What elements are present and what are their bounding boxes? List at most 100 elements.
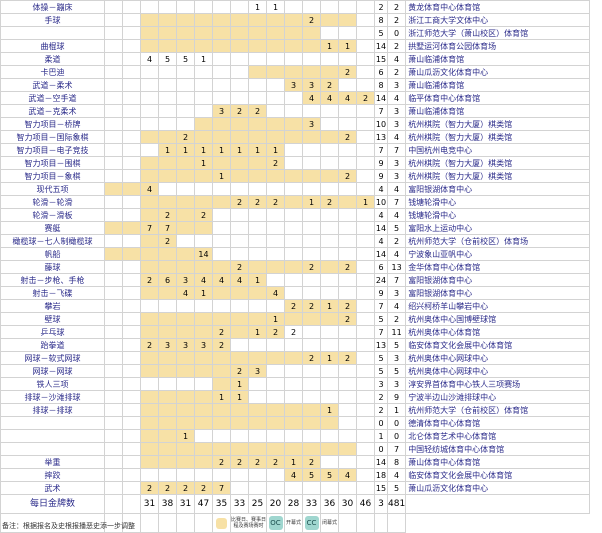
day-cell (158, 299, 177, 313)
table-row: 铁人三项 1 3 3 淳安界首体育中心铁人三项赛场 (0, 377, 591, 391)
day-cell (338, 117, 357, 131)
day-cell (104, 156, 123, 170)
day-cell (122, 143, 141, 157)
day-cell (248, 221, 267, 235)
day-cell: 3 (302, 78, 321, 92)
day-cell (230, 403, 249, 417)
day-cell (212, 0, 231, 14)
day-cell (302, 156, 321, 170)
day-cell: 2 (230, 364, 249, 378)
day-cell (194, 234, 213, 248)
day-cell (356, 286, 375, 300)
day-cell: 1 (230, 390, 249, 404)
day-cell: 2 (230, 104, 249, 118)
day-cell (338, 273, 357, 287)
event-count: 15 (374, 52, 388, 66)
summary-row: 每日金牌数 31 38 31 47 35 33 25 20 28 33 36 30 46 3 481 (0, 494, 591, 514)
day-cell (230, 0, 249, 14)
day-cell (230, 312, 249, 326)
venue-name: 杭州师范大学（仓前校区）体育馆 (405, 403, 591, 417)
day-cell (266, 260, 285, 274)
day-cell (302, 0, 321, 14)
day-cell (230, 26, 249, 40)
day-cell (122, 286, 141, 300)
day-cell (338, 208, 357, 222)
day-cell (104, 247, 123, 261)
table-row: 橄榄球－七人制橄榄球 2 4 2 杭州师范大学（仓前校区）体育场 (0, 234, 591, 248)
day-cell: 2 (212, 325, 231, 339)
day-cell: 1 (230, 377, 249, 391)
table-row: 0 0 德清体育中心体育馆 (0, 416, 591, 430)
day-cell (302, 130, 321, 144)
day-cell: 1 (338, 39, 357, 53)
gold-total: 3 (386, 169, 407, 183)
daily-gold-total: 35 (212, 494, 231, 514)
venue-name: 钱塘轮滑中心 (405, 195, 591, 209)
day-cell (284, 52, 303, 66)
table-row: 武道－空手道 4 4 4 2 14 4 临平体育中心体育馆 (0, 91, 591, 105)
event-name: 举重 (0, 455, 105, 469)
day-cell (356, 247, 375, 261)
venue-name: 临安体育文化会展中心体育馆 (405, 338, 591, 352)
event-count: 0 (374, 442, 388, 456)
day-cell (176, 260, 195, 274)
gold-total: 4 (386, 91, 407, 105)
day-cell (320, 156, 339, 170)
day-cell (194, 169, 213, 183)
day-cell (356, 65, 375, 79)
day-cell (356, 182, 375, 196)
day-cell (284, 429, 303, 443)
venue-name: 杭州棋院（智力大厦）棋类馆 (405, 169, 591, 183)
table-row: 0 7 中国轻纺城体育中心体育馆 (0, 442, 591, 456)
day-cell (248, 351, 267, 365)
day-cell (284, 260, 303, 274)
gold-total: 8 (386, 455, 407, 469)
venue-name: 萧山临浦体育馆 (405, 104, 591, 118)
table-row: 智力项目－国际象棋 2 2 13 4 杭州棋院（智力大厦）棋类馆 (0, 130, 591, 144)
day-cell (176, 104, 195, 118)
day-cell (302, 169, 321, 183)
daily-gold-total: 33 (302, 494, 321, 514)
event-count: 5 (374, 26, 388, 40)
day-cell (194, 260, 213, 274)
day-cell (338, 416, 357, 430)
day-cell (284, 234, 303, 248)
day-cell: 3 (176, 273, 195, 287)
day-cell (266, 481, 285, 495)
day-cell: 2 (266, 195, 285, 209)
day-cell (248, 390, 267, 404)
day-cell (212, 299, 231, 313)
venue-name: 德清体育中心体育馆 (405, 416, 591, 430)
gold-total: 3 (386, 78, 407, 92)
day-cell (176, 26, 195, 40)
day-cell (266, 442, 285, 456)
day-cell: 4 (320, 91, 339, 105)
day-cell: 2 (194, 481, 213, 495)
venue-name: 萧山临浦体育馆 (405, 78, 591, 92)
day-cell (302, 312, 321, 326)
table-row: 武术 2 2 2 2 7 15 5 萧山瓜沥文化体育中心 (0, 481, 591, 495)
event-name: 射击－步枪、手枪 (0, 273, 105, 287)
day-cell (140, 195, 159, 209)
day-cell (230, 156, 249, 170)
gold-total: 4 (386, 247, 407, 261)
day-cell (194, 117, 213, 131)
day-cell (338, 221, 357, 235)
day-cell: 3 (176, 338, 195, 352)
day-cell: 1 (302, 195, 321, 209)
day-cell (266, 13, 285, 27)
day-cell (320, 26, 339, 40)
day-cell (212, 91, 231, 105)
day-cell (320, 247, 339, 261)
day-cell (122, 468, 141, 482)
event-name: 智力项目－围棋 (0, 156, 105, 170)
daily-gold-total (104, 494, 123, 514)
day-cell (230, 442, 249, 456)
day-cell: 1 (212, 143, 231, 157)
day-cell (194, 403, 213, 417)
day-cell (320, 208, 339, 222)
day-cell (122, 364, 141, 378)
day-cell: 2 (356, 91, 375, 105)
gold-total: 3 (386, 377, 407, 391)
day-cell (248, 377, 267, 391)
